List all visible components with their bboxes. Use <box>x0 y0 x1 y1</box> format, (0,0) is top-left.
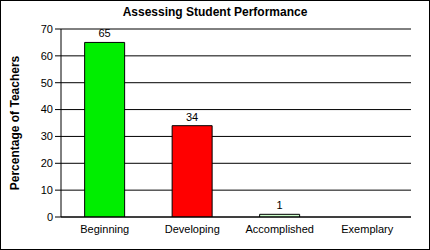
svg-text:Percentage of Teachers: Percentage of Teachers <box>8 55 22 190</box>
svg-text:34: 34 <box>186 111 198 123</box>
svg-text:Accomplished: Accomplished <box>246 223 314 235</box>
svg-text:20: 20 <box>41 157 53 169</box>
svg-text:1: 1 <box>277 199 283 211</box>
svg-text:10: 10 <box>41 184 53 196</box>
svg-text:60: 60 <box>41 50 53 62</box>
svg-text:70: 70 <box>41 23 53 35</box>
svg-text:65: 65 <box>99 27 111 39</box>
svg-text:Beginning: Beginning <box>80 223 129 235</box>
html-text:Assessing Student Performance: Assessing Student Performance <box>122 5 308 19</box>
svg-text:Exemplary: Exemplary <box>341 223 393 235</box>
svg-text:Developing: Developing <box>165 223 220 235</box>
svg-text:50: 50 <box>41 77 53 89</box>
svg-text:30: 30 <box>41 130 53 142</box>
svg-text:0: 0 <box>47 211 53 223</box>
svg-text:40: 40 <box>41 103 53 115</box>
